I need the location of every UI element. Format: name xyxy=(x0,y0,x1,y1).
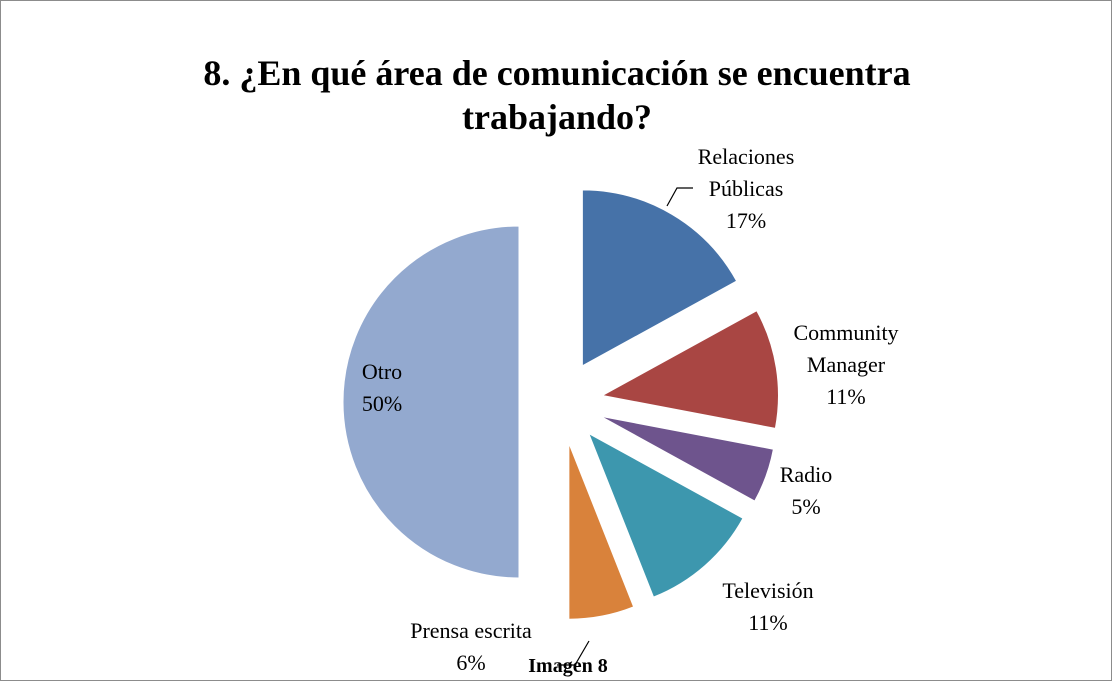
slice-label: Prensa escrita 6% xyxy=(361,615,581,679)
caption: Imagen 8 xyxy=(528,655,608,677)
leader-line xyxy=(666,187,693,207)
slice-label: Otro 50% xyxy=(322,356,442,420)
pie-slice xyxy=(581,189,738,367)
pie-slice xyxy=(587,432,744,598)
pie-slice xyxy=(600,415,774,502)
value-label: 11% xyxy=(826,384,866,409)
value-label: 17% xyxy=(725,208,767,233)
pie-slice xyxy=(342,225,520,579)
chart-title: 8. ¿En qué área de comunicación se encue… xyxy=(203,53,911,137)
slice-label: Televisión 11% xyxy=(683,575,853,639)
value-label: 50% xyxy=(361,391,403,416)
category-label: Community Manager xyxy=(793,320,899,377)
value-label: 11% xyxy=(748,610,788,635)
pie-slice xyxy=(568,443,635,620)
value-label: 5% xyxy=(791,494,821,519)
pie-slice xyxy=(601,309,779,429)
category-label: Radio xyxy=(779,462,833,487)
slice-label: Community Manager 11% xyxy=(771,317,921,413)
category-label: Prensa escrita xyxy=(410,618,532,643)
value-label: 6% xyxy=(456,650,486,675)
slice-label: Radio 5% xyxy=(751,459,861,523)
category-label: Otro xyxy=(361,359,403,384)
category-label: Televisión xyxy=(722,578,814,603)
category-label: Relaciones Públicas xyxy=(697,144,795,201)
slice-label: Relaciones Públicas 17% xyxy=(671,141,821,237)
leader-line xyxy=(557,640,590,666)
